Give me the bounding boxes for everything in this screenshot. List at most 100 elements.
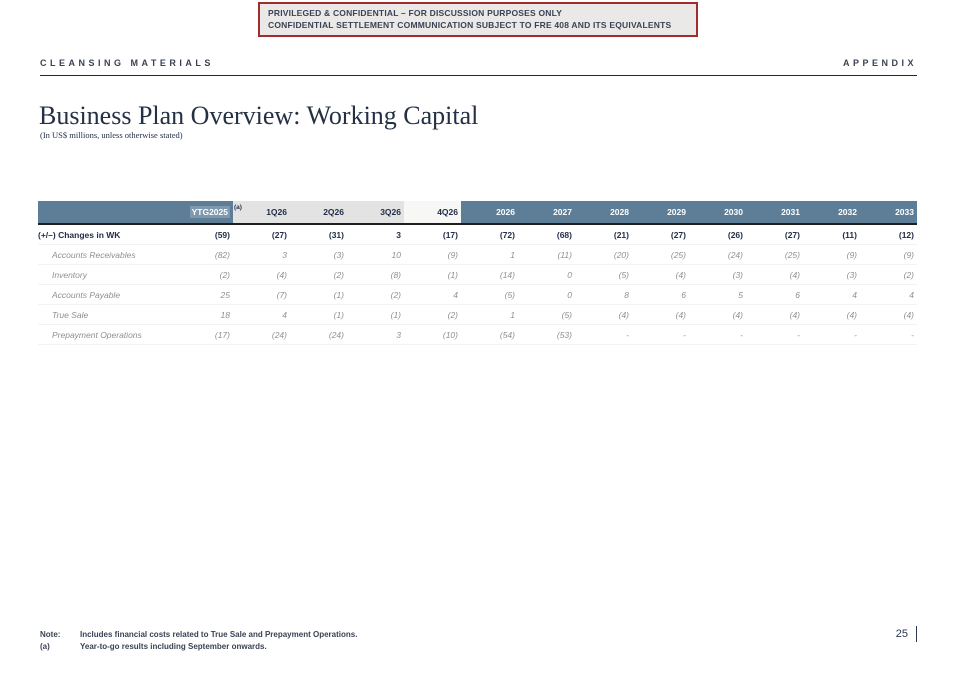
cell-value: - (632, 324, 689, 345)
cell-value: (82) (176, 244, 233, 265)
cell-value: (2) (176, 264, 233, 285)
footnotes: Note: Includes financial costs related t… (40, 629, 357, 652)
page-subtitle: (In US$ millions, unless otherwise state… (40, 130, 183, 140)
column-header-2028: 2028 (575, 201, 632, 225)
cell-value: (31) (290, 224, 347, 245)
data-table: YTG2025 (a) 1Q26 2Q26 3Q26 4Q26 2026 2027 2028 20… (38, 201, 917, 345)
cell-value: (24) (689, 244, 746, 265)
column-header-1q26: 1Q26 (233, 201, 290, 225)
working-capital-table: YTG2025 (a) 1Q26 2Q26 3Q26 4Q26 2026 2027 2028 20… (38, 201, 917, 345)
cell-value: 3 (347, 324, 404, 345)
cell-value: (2) (404, 304, 461, 325)
cell-value: 0 (518, 264, 575, 285)
cell-value: (3) (290, 244, 347, 265)
cell-value: (27) (233, 224, 290, 245)
cell-value: (14) (461, 264, 518, 285)
cell-value: (4) (233, 264, 290, 285)
table-row: True Sale 18 4 (1) (1) (2) 1 (5) (4) (4) (4) (4) (4)… (38, 304, 917, 325)
cell-value: (2) (347, 284, 404, 305)
cell-value: (21) (575, 224, 632, 245)
cell-value: (1) (404, 264, 461, 285)
cell-value: 3 (347, 224, 404, 245)
cell-value: (4) (632, 304, 689, 325)
cell-value: (4) (746, 264, 803, 285)
column-header-2033: 2033 (860, 201, 917, 225)
cell-value: (9) (404, 244, 461, 265)
column-header-2030: 2030 (689, 201, 746, 225)
column-header-2027: 2027 (518, 201, 575, 225)
cell-value: 4 (233, 304, 290, 325)
column-header-2q26: 2Q26 (290, 201, 347, 225)
confidentiality-banner: PRIVILEGED & CONFIDENTIAL – FOR DISCUSSI… (258, 2, 698, 37)
cell-value: (12) (860, 224, 917, 245)
cell-value: (54) (461, 324, 518, 345)
column-header-3q26: 3Q26 (347, 201, 404, 225)
row-label: Accounts Payable (38, 284, 176, 305)
cell-value: 8 (575, 284, 632, 305)
cell-value: (53) (518, 324, 575, 345)
cell-value: (72) (461, 224, 518, 245)
cell-value: (8) (347, 264, 404, 285)
table-row: Accounts Receivables (82) 3 (3) 10 (9) 1 (11) (2… (38, 244, 917, 265)
banner-line-1: PRIVILEGED & CONFIDENTIAL – FOR DISCUSSI… (268, 8, 563, 18)
column-header-ytg2025: YTG2025 (a) (176, 201, 242, 225)
cell-value: (11) (518, 244, 575, 265)
cell-value: - (575, 324, 632, 345)
cell-value: (4) (860, 304, 917, 325)
cell-value: (17) (404, 224, 461, 245)
cell-value: (27) (632, 224, 689, 245)
cell-value: (24) (290, 324, 347, 345)
cell-value: - (860, 324, 917, 345)
note-text: Includes financial costs related to True… (80, 630, 358, 639)
column-header-2032: 2032 (803, 201, 860, 225)
cell-value: (4) (689, 304, 746, 325)
cell-value: (27) (746, 224, 803, 245)
note-row: (a) Year-to-go results including Septemb… (40, 641, 357, 653)
cell-value: (11) (803, 224, 860, 245)
cell-value: 4 (803, 284, 860, 305)
ytg-highlight: YTG2025 (189, 206, 230, 218)
banner-line-2: CONFIDENTIAL SETTLEMENT COMMUNICATION SU… (268, 20, 672, 30)
cell-value: (20) (575, 244, 632, 265)
cell-value: (7) (233, 284, 290, 305)
note-label: Note: (40, 630, 61, 639)
cell-value: (2) (290, 264, 347, 285)
cell-value: 6 (746, 284, 803, 305)
cell-value: (4) (632, 264, 689, 285)
footnote-a-label: (a) (40, 641, 50, 651)
footnote-a-text: Year-to-go results including September o… (80, 641, 267, 651)
section-label-right: APPENDIX (842, 58, 917, 68)
cell-value: 1 (461, 244, 518, 265)
cell-value: - (746, 324, 803, 345)
section-label-left: CLEANSING MATERIALS (40, 58, 214, 68)
cell-value: 0 (518, 284, 575, 305)
cell-value: (17) (176, 324, 233, 345)
ytg-footnote-marker: (a) (234, 204, 242, 211)
section-header-bar: CLEANSING MATERIALS APPENDIX (40, 58, 917, 76)
table-row: Inventory (2) (4) (2) (8) (1) (14) 0 (5) (4) (3) (4… (38, 264, 917, 285)
table-corner-cell (38, 201, 176, 225)
cell-value: 4 (404, 284, 461, 305)
cell-value: (26) (689, 224, 746, 245)
cell-value: (3) (803, 264, 860, 285)
cell-value: (68) (518, 224, 575, 245)
cell-value: (25) (632, 244, 689, 265)
cell-value: 3 (233, 244, 290, 265)
cell-value: (1) (290, 284, 347, 305)
column-header-4q26: 4Q26 (404, 201, 461, 225)
row-label: Prepayment Operations (38, 324, 176, 345)
table-header-row: YTG2025 (a) 1Q26 2Q26 3Q26 4Q26 2026 2027 2028 20… (38, 201, 917, 225)
row-label: True Sale (38, 304, 176, 325)
cell-value: 10 (347, 244, 404, 265)
row-label: (+/–) Changes in WK (38, 224, 176, 245)
cell-value: (4) (746, 304, 803, 325)
table-row: (+/–) Changes in WK (59) (27) (31) 3 (17) (72)… (38, 224, 917, 245)
cell-value: - (689, 324, 746, 345)
row-label: Inventory (38, 264, 176, 285)
cell-value: (9) (803, 244, 860, 265)
cell-value: (1) (347, 304, 404, 325)
cell-value: (3) (689, 264, 746, 285)
cell-value: (24) (233, 324, 290, 345)
cell-value: (4) (575, 304, 632, 325)
cell-value: (10) (404, 324, 461, 345)
